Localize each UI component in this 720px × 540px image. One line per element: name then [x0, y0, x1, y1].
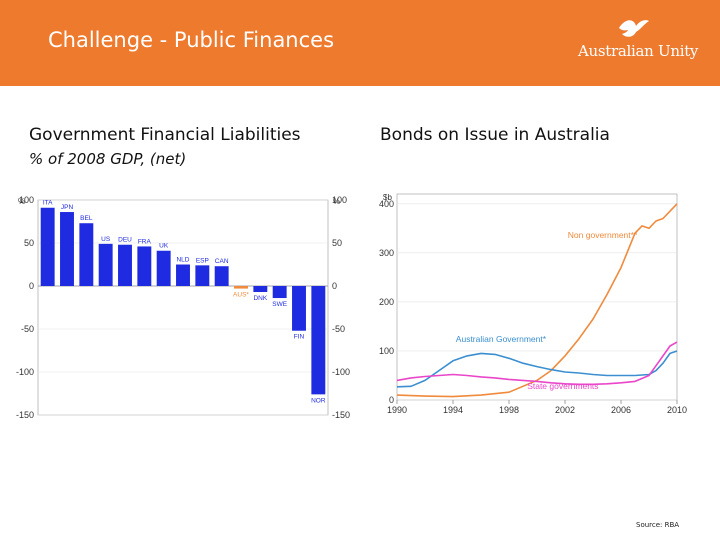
bar-label-deu: DEU [118, 237, 132, 244]
bar-fin [292, 286, 306, 331]
bar-label-jpn: JPN [61, 204, 74, 211]
left-chart-title: Government Financial Liabilities [29, 125, 301, 145]
bar-label-fra: FRA [138, 238, 152, 245]
y-tick-label-right: 0 [332, 281, 337, 291]
left-chart-subtitle: % of 2008 GDP, (net) [29, 150, 187, 168]
y-tick-label: 100 [379, 346, 394, 356]
y-tick-label-left: 0 [29, 281, 34, 291]
series-line-2 [396, 341, 678, 386]
y-unit-label-right: % [333, 197, 340, 206]
bar-label-swe: SWE [272, 301, 287, 308]
bar-aus [234, 286, 248, 289]
bar-jpn [60, 212, 74, 286]
series-label-1: Australian Government* [456, 334, 547, 344]
bar-deu [118, 244, 132, 286]
bar-swe [272, 286, 287, 299]
y-unit-label-left: % [18, 197, 25, 206]
x-tick-label: 2006 [611, 405, 631, 415]
bar-label-esp: ESP [196, 257, 209, 264]
right-chart-title: Bonds on Issue in Australia [380, 125, 610, 145]
header-bar: Challenge - Public Finances Australian U… [0, 0, 720, 86]
y-tick-label-left: -150 [16, 410, 34, 420]
bar-bel [79, 223, 94, 286]
y-tick-label-left: 100 [19, 195, 34, 205]
y-tick-label: 0 [389, 395, 394, 405]
bar-us [98, 243, 113, 286]
x-tick-label: 2002 [555, 405, 575, 415]
bonds-line-chart: $b 0 100 200 300 400 1990 1994 1998 2002 2006 2010… [379, 193, 687, 415]
bar-label-ita: ITA [43, 200, 53, 207]
series-label-2: State governments [527, 381, 598, 391]
y-tick-label-right: -150 [332, 410, 350, 420]
y-unit-label: $b [383, 193, 392, 202]
plot-frame [396, 193, 678, 401]
bar-label-nor: NOR [311, 397, 326, 404]
series-label-0: Non government** [568, 230, 638, 240]
y-tick-label-left: -50 [21, 324, 34, 334]
slide-title: Challenge - Public Finances [48, 28, 335, 52]
bar-fra [137, 246, 152, 286]
y-tick-label-right: -100 [332, 367, 350, 377]
bar-esp [195, 265, 210, 286]
bar-uk [156, 250, 171, 286]
bar-label-bel: BEL [80, 215, 93, 222]
y-tick-label: 300 [379, 248, 394, 258]
bar-ita [40, 207, 55, 286]
australian-unity-logo: Australian Unity [578, 16, 713, 76]
source-note: Source: RBA [636, 521, 680, 529]
y-tick-label-right: 50 [332, 238, 342, 248]
x-tick-label: 1990 [387, 405, 407, 415]
bar-label-fin: FIN [294, 334, 305, 341]
x-tick-label: 1994 [443, 405, 463, 415]
y-tick-label-right: -50 [332, 324, 345, 334]
bar-label-us: US [101, 236, 111, 243]
bar-nld [176, 264, 190, 286]
y-tick-label: 200 [379, 297, 394, 307]
bird-logo-icon [619, 20, 649, 37]
x-tick-label: 2010 [667, 405, 687, 415]
bar-label-uk: UK [159, 243, 169, 250]
bar-label-can: CAN [215, 258, 229, 265]
y-tick-label-right: 100 [332, 195, 347, 205]
x-tick-label: 1998 [499, 405, 519, 415]
bar-label-nld: NLD [176, 257, 189, 264]
bar-nor [311, 286, 326, 395]
y-tick-label: 400 [379, 199, 394, 209]
series-line-0 [396, 203, 678, 398]
liabilities-bar-chart: % % 100 100 50 50 0 0 -50 -50 -100 -100 -150 -150 IT… [16, 195, 350, 420]
bar-label-aus: AUS* [233, 292, 249, 299]
bar-label-dnk: DNK [253, 295, 267, 302]
bar-dnk [253, 286, 268, 293]
y-tick-label-left: -100 [16, 367, 34, 377]
y-tick-label-left: 50 [24, 238, 34, 248]
bar-can [214, 266, 229, 286]
logo-text: Australian Unity [578, 42, 699, 60]
